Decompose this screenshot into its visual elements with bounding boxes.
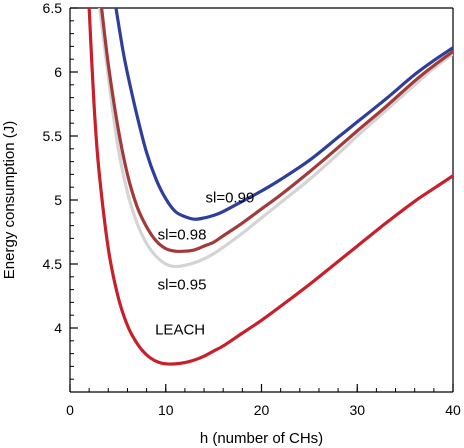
x-axis-title: h (number of CHs) (200, 430, 323, 447)
y-tick-label: 6 (54, 64, 62, 80)
series-annotation: LEACH (155, 321, 205, 338)
series-layer (87, 8, 453, 366)
y-tick-label: 4 (54, 320, 62, 336)
y-tick-label: 4.5 (43, 256, 63, 272)
series-line-leach (87, 8, 453, 366)
x-tick-label: 10 (158, 402, 174, 418)
x-tick-label: 30 (349, 402, 365, 418)
x-tick-label: 0 (66, 402, 74, 418)
y-axis-ticks: 4 4.5 5 5.5 6 6.5 (43, 0, 78, 336)
series-line-sl-0-95 (98, 8, 453, 269)
x-tick-label: 40 (445, 402, 461, 418)
y-tick-label: 5.5 (43, 128, 63, 144)
y-tick-label: 5 (54, 192, 62, 208)
y-tick-label: 6.5 (43, 0, 63, 16)
series-line-sl-0-99 (114, 8, 453, 221)
series-annotation: sl=0.99 (206, 190, 255, 207)
series-line-sl-0-98 (100, 8, 453, 254)
annotations: sl=0.99 sl=0.98 sl=0.95 LEACH (155, 190, 254, 339)
series-annotation: sl=0.95 (158, 277, 207, 294)
x-tick-label: 20 (254, 402, 270, 418)
x-axis-ticks: 0 10 20 30 40 (66, 384, 461, 418)
series-annotation: sl=0.98 (158, 227, 207, 244)
y-axis-title: Energy consumption (J) (1, 121, 18, 279)
